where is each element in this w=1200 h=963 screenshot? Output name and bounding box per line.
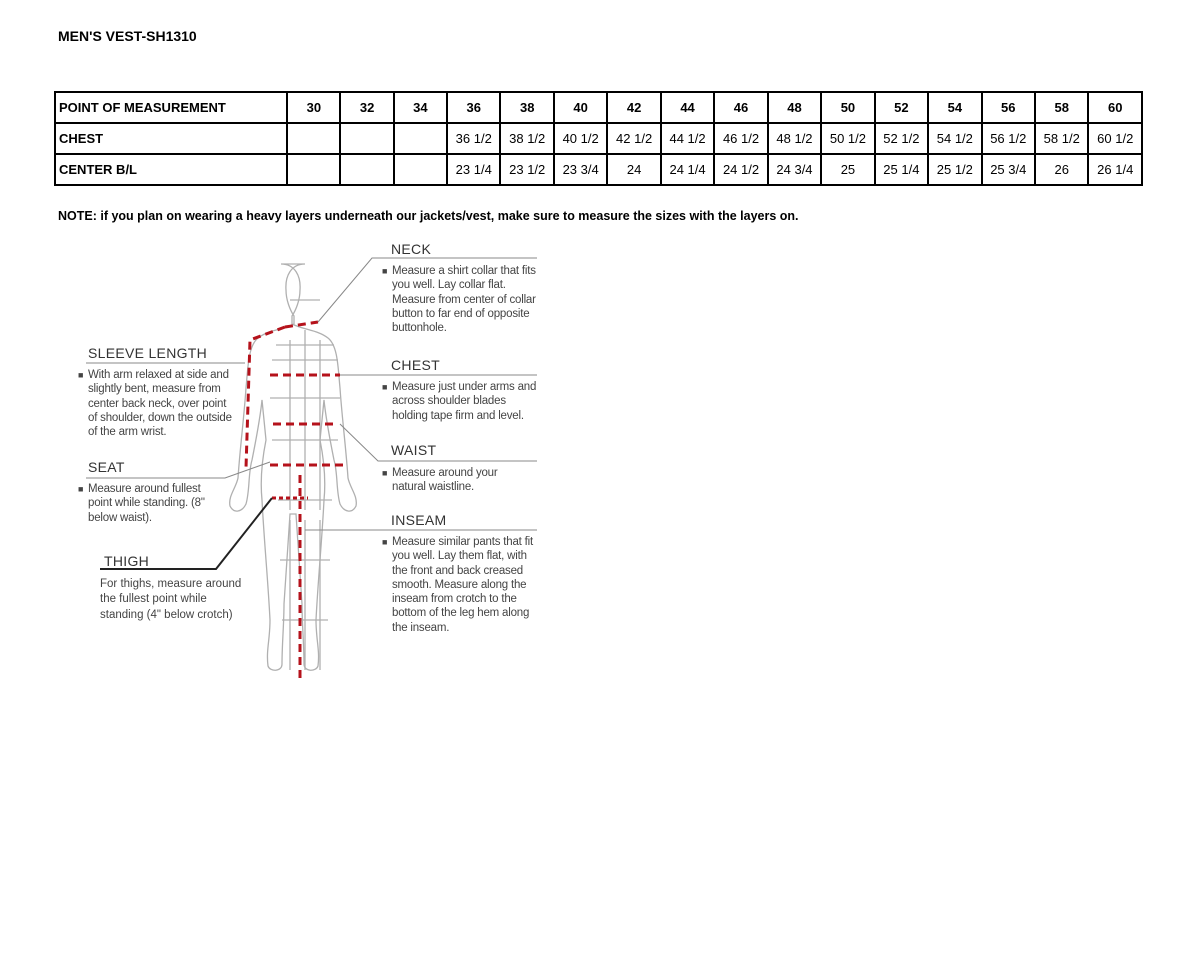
sleeve-measure-line: [244, 325, 286, 469]
table-cell: 46: [713, 91, 769, 124]
table-cell: 50: [820, 91, 876, 124]
chest-text: Measure just under arms and across shoul…: [392, 381, 537, 422]
table-cell: 40 1/2: [552, 122, 609, 155]
table-cell: 44 1/2: [659, 122, 716, 155]
table-cell: [286, 122, 342, 155]
table-cell: 60 1/2: [1087, 122, 1143, 155]
table-cell: 25 1/2: [927, 153, 983, 186]
table-cell: 23 1/2: [499, 153, 555, 186]
sleeve-length-instructions: ■ With arm relaxed at side and slightly b…: [78, 369, 232, 439]
waist-instructions: ■ Measure around your natural waistline.: [382, 467, 498, 494]
thigh-label: THIGH: [104, 553, 150, 569]
table-cell: 46 1/2: [713, 122, 769, 155]
thigh-callout-line: [100, 497, 273, 570]
seat-instructions: ■ Measure around fullest point while stan…: [78, 483, 205, 524]
table-cell: 24: [606, 153, 662, 186]
table-cell: 36: [446, 91, 502, 124]
table-cell: [339, 153, 395, 186]
table-cell: 38: [499, 91, 555, 124]
table-row-center-bl: CENTER B/L 23 1/4 23 1/2 23 3/4 24 24 1/4 24 1…: [53, 153, 1143, 186]
table-cell: 48: [766, 91, 823, 124]
table-cell: [339, 122, 395, 155]
table-cell: 36 1/2: [446, 122, 502, 155]
table-cell: 24 3/4: [766, 153, 823, 186]
table-cell: 26: [1034, 153, 1090, 186]
table-cell: 44: [659, 91, 716, 124]
table-cell: 60: [1087, 91, 1143, 124]
table-cell: 58 1/2: [1034, 122, 1090, 155]
table-cell: 25 1/4: [873, 153, 930, 186]
table-cell: [392, 122, 449, 155]
chest-label: CHEST: [391, 357, 440, 373]
neck-text: Measure a shirt collar that fits you wel…: [392, 265, 536, 335]
table-cell: 25: [820, 153, 876, 186]
sleeve-text: With arm relaxed at side and slightly be…: [88, 369, 232, 439]
seat-text: Measure around fullest point while stand…: [88, 483, 205, 524]
table-cell: 58: [1034, 91, 1090, 124]
row-label: POINT OF MEASUREMENT: [53, 91, 289, 124]
table-cell: 52: [873, 91, 930, 124]
waist-label: WAIST: [391, 442, 437, 458]
waist-text: Measure around your natural waistline.: [392, 467, 498, 494]
table-cell: [392, 153, 449, 186]
table-header-row: POINT OF MEASUREMENT 30 32 34 36 38 40 42 44 46 48…: [53, 91, 1143, 124]
thigh-instructions: For thighs, measure around the fullest p…: [100, 578, 242, 621]
sleeve-length-label: SLEEVE LENGTH: [88, 345, 208, 361]
neck-measure-line: [284, 320, 319, 329]
table-cell: 23 1/4: [446, 153, 502, 186]
inseam-label: INSEAM: [391, 512, 447, 528]
table-cell: 50 1/2: [820, 122, 876, 155]
table-cell: 48 1/2: [766, 122, 823, 155]
measurement-lines: [244, 320, 345, 680]
neck-instructions: ■ Measure a shirt collar that fits you we…: [382, 265, 536, 335]
table-cell: 56: [980, 91, 1037, 124]
table-cell: [286, 153, 342, 186]
table-cell: 30: [286, 91, 342, 124]
table-cell: 24 1/2: [713, 153, 769, 186]
table-cell: 26 1/4: [1087, 153, 1143, 186]
table-cell: 25 3/4: [980, 153, 1037, 186]
seat-label: SEAT: [88, 459, 125, 475]
layering-note: NOTE: if you plan on wearing a heavy lay…: [58, 209, 799, 223]
table-row-chest: CHEST 36 1/2 38 1/2 40 1/2 42 1/2 44 1/2 46 1/…: [53, 122, 1143, 155]
table-cell: 34: [392, 91, 449, 124]
table-cell: 32: [339, 91, 395, 124]
page-title: MEN'S VEST-SH1310: [58, 28, 197, 44]
table-cell: 40: [552, 91, 609, 124]
inseam-text: Measure similar pants that fit you well.…: [392, 536, 534, 634]
table-cell: 54 1/2: [927, 122, 983, 155]
table-cell: 24 1/4: [659, 153, 716, 186]
row-label: CHEST: [53, 122, 289, 155]
neck-label: NECK: [391, 241, 432, 257]
size-chart-table: POINT OF MEASUREMENT 30 32 34 36 38 40 42 44 46 48…: [53, 91, 1143, 186]
row-label: CENTER B/L: [53, 153, 289, 186]
callout-lines: [86, 257, 537, 531]
table-cell: 54: [927, 91, 983, 124]
table-cell: 42: [606, 91, 662, 124]
table-cell: 42 1/2: [606, 122, 662, 155]
chest-instructions: ■ Measure just under arms and across shou…: [382, 381, 537, 422]
table-cell: 52 1/2: [873, 122, 930, 155]
table-cell: 23 3/4: [552, 153, 609, 186]
table-cell: 38 1/2: [499, 122, 555, 155]
inseam-instructions: ■ Measure similar pants that fit you well…: [382, 536, 534, 634]
table-cell: 56 1/2: [980, 122, 1037, 155]
